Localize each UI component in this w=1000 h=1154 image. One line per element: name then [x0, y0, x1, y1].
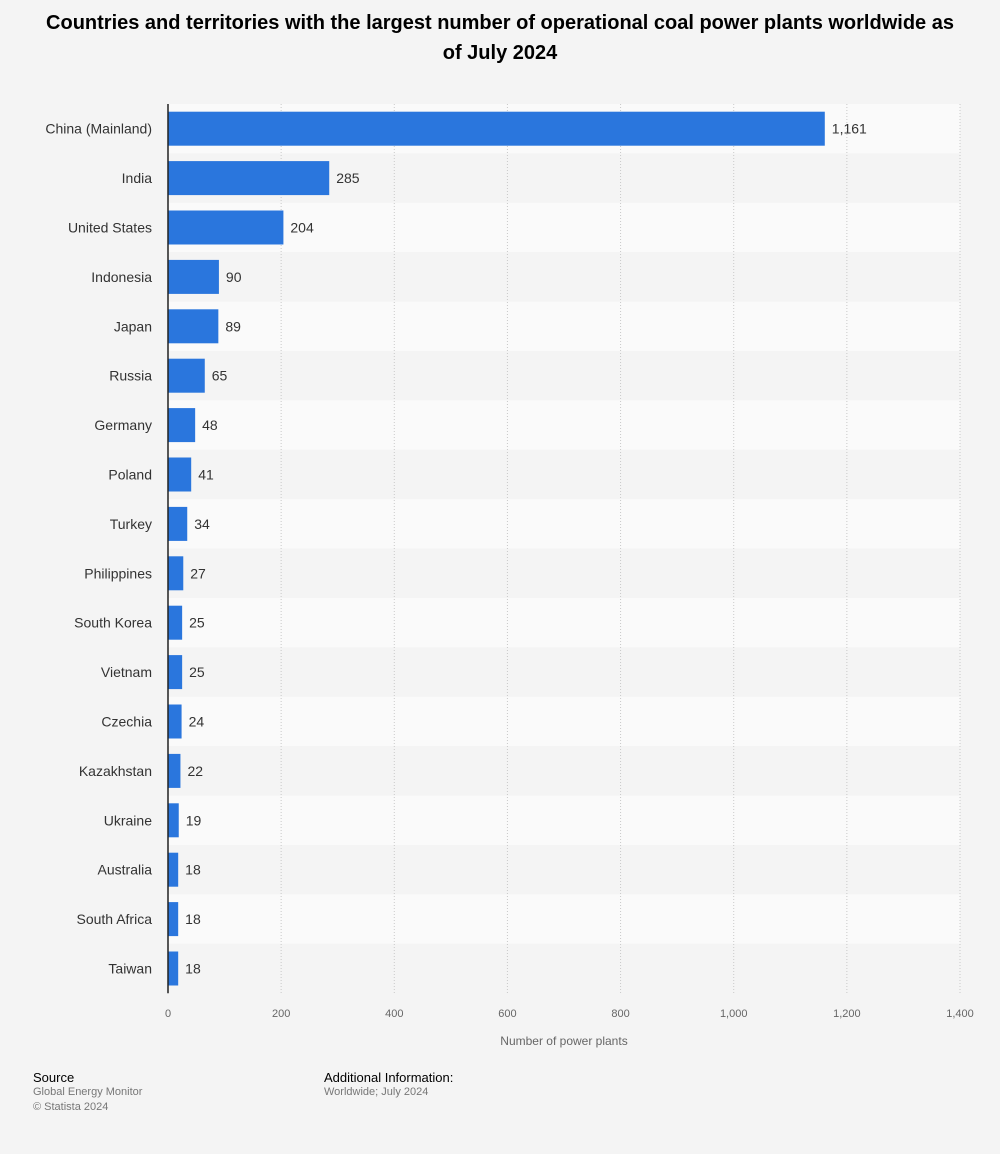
- value-label: 65: [212, 368, 228, 384]
- value-label: 18: [185, 961, 201, 977]
- category-label: Czechia: [101, 714, 152, 730]
- category-label: Indonesia: [91, 269, 152, 285]
- x-tick-label: 1,200: [833, 1008, 861, 1020]
- category-label: United States: [68, 220, 152, 236]
- bar[interactable]: [168, 457, 192, 492]
- category-label: Germany: [94, 417, 152, 433]
- value-label: 1,161: [832, 121, 867, 137]
- x-tick-label: 200: [272, 1008, 290, 1020]
- value-label: 25: [189, 615, 205, 631]
- value-labels: 1,161 285 204 90 89 65 48 41 34 27 25 25 24 22 19 18 18 1…: [185, 121, 867, 977]
- bar[interactable]: [168, 556, 184, 591]
- category-label: Kazakhstan: [79, 763, 152, 779]
- bar[interactable]: [168, 655, 183, 690]
- category-label: India: [122, 170, 153, 186]
- source-heading: Source: [33, 1070, 75, 1085]
- x-axis-title: Number of power plants: [500, 1034, 627, 1048]
- row-band: [168, 795, 960, 845]
- row-band: [168, 351, 960, 401]
- value-label: 24: [189, 714, 205, 730]
- bar[interactable]: [168, 259, 219, 294]
- row-band: [168, 647, 960, 697]
- additional-info-text: Worldwide; July 2024: [324, 1086, 429, 1098]
- source-line-copyright[interactable]: © Statista 2024: [33, 1101, 109, 1113]
- category-labels: China (Mainland) India United States Indone…: [45, 121, 152, 977]
- bar[interactable]: [168, 111, 825, 146]
- value-label: 48: [202, 417, 218, 433]
- category-label: South Africa: [77, 911, 153, 927]
- value-label: 19: [186, 812, 202, 828]
- value-label: 25: [189, 664, 205, 680]
- bar[interactable]: [168, 309, 219, 344]
- row-band: [168, 301, 960, 351]
- x-tick-label: 1,000: [720, 1008, 748, 1020]
- x-tick-label: 400: [385, 1008, 403, 1020]
- x-tick-labels: 0 200 400 600 800 1,000 1,200 1,400: [165, 1008, 974, 1020]
- row-band: [168, 499, 960, 549]
- row-band: [168, 894, 960, 944]
- x-tick-label: 1,400: [946, 1008, 974, 1020]
- category-label: Australia: [98, 862, 153, 878]
- value-label: 34: [194, 516, 210, 532]
- bars: [168, 111, 825, 986]
- grid-lines: [280, 104, 961, 994]
- value-label: 90: [226, 269, 242, 285]
- bar[interactable]: [168, 852, 179, 887]
- value-label: 41: [198, 467, 214, 483]
- row-band: [168, 202, 960, 253]
- additional-info-block: Additional Information: Worldwide; July …: [324, 1070, 453, 1100]
- bar[interactable]: [168, 605, 183, 640]
- bar[interactable]: [168, 951, 179, 986]
- bar[interactable]: [168, 408, 196, 443]
- bar[interactable]: [168, 803, 179, 838]
- value-label: 204: [290, 220, 314, 236]
- category-label: Japan: [114, 318, 152, 334]
- category-label: Turkey: [110, 516, 152, 532]
- bar-chart: China (Mainland) India United States Indone…: [45, 104, 974, 1048]
- bar[interactable]: [168, 161, 330, 196]
- category-label: Russia: [109, 368, 152, 384]
- category-label: Ukraine: [104, 812, 152, 828]
- category-label: Poland: [108, 467, 152, 483]
- bar[interactable]: [168, 210, 284, 245]
- source-block: Source Global Energy Monitor © Statista …: [33, 1070, 142, 1115]
- row-band: [168, 696, 960, 747]
- value-label: 285: [336, 170, 360, 186]
- category-label: South Korea: [74, 615, 152, 631]
- category-label: Taiwan: [108, 961, 152, 977]
- value-label: 22: [187, 763, 203, 779]
- bar[interactable]: [168, 902, 179, 937]
- row-band: [168, 598, 960, 648]
- value-label: 89: [225, 318, 241, 334]
- row-band: [168, 548, 960, 598]
- value-label: 18: [185, 911, 201, 927]
- x-tick-label: 600: [498, 1008, 516, 1020]
- additional-info-heading[interactable]: Additional Information:: [324, 1070, 454, 1085]
- bar[interactable]: [168, 704, 182, 739]
- row-band: [168, 943, 960, 994]
- value-label: 27: [190, 565, 206, 581]
- value-label: 18: [185, 862, 201, 878]
- bar[interactable]: [168, 358, 205, 393]
- row-band: [168, 400, 960, 450]
- row-bands: [168, 104, 960, 994]
- x-tick-label: 0: [165, 1008, 171, 1020]
- x-tick-label: 800: [611, 1008, 629, 1020]
- category-label: China (Mainland): [45, 121, 152, 137]
- row-band: [168, 252, 960, 302]
- row-band: [168, 845, 960, 895]
- bar[interactable]: [168, 753, 181, 788]
- row-band: [168, 449, 960, 500]
- row-band: [168, 746, 960, 796]
- category-label: Vietnam: [101, 664, 152, 680]
- source-line-publisher: Global Energy Monitor: [33, 1086, 143, 1098]
- bar[interactable]: [168, 506, 188, 541]
- chart-title: Countries and territories with the large…: [46, 12, 954, 64]
- category-label: Philippines: [84, 565, 152, 581]
